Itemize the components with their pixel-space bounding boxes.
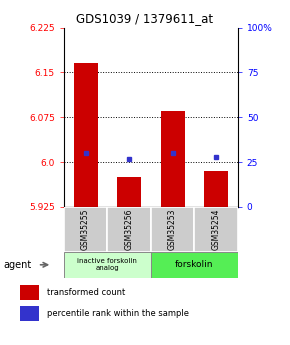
Bar [151, 207, 194, 252]
Bar [161, 111, 184, 207]
Bar [107, 207, 151, 252]
Text: GSM35254: GSM35254 [211, 209, 221, 250]
Bar [117, 177, 141, 207]
Bar [64, 207, 107, 252]
Text: percentile rank within the sample: percentile rank within the sample [46, 309, 188, 318]
Text: GDS1039 / 1379611_at: GDS1039 / 1379611_at [77, 12, 213, 25]
Text: agent: agent [3, 260, 31, 270]
Text: forskolin: forskolin [175, 260, 213, 269]
Text: GSM35253: GSM35253 [168, 209, 177, 250]
Bar [74, 63, 97, 207]
Text: GSM35256: GSM35256 [124, 209, 134, 250]
Bar [20, 285, 39, 300]
Text: transformed count: transformed count [46, 288, 125, 297]
Bar [20, 306, 39, 321]
Text: GSM35255: GSM35255 [81, 209, 90, 250]
Bar [194, 207, 238, 252]
Bar [151, 252, 238, 278]
Bar [204, 171, 228, 207]
Bar [64, 252, 151, 278]
Text: inactive forskolin
analog: inactive forskolin analog [77, 258, 137, 271]
